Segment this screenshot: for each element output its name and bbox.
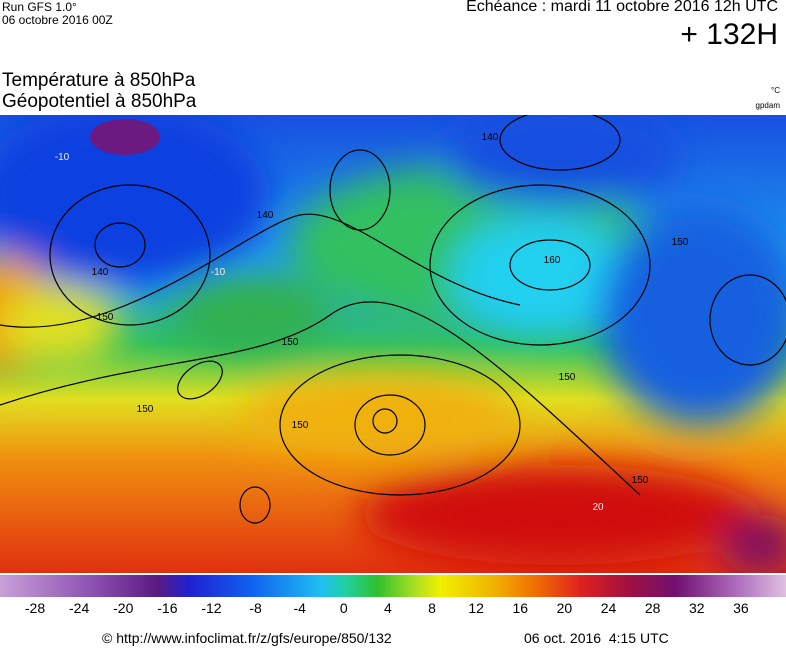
contour-label: 20 xyxy=(592,502,604,513)
echeance: Echéance : mardi 11 octobre 2016 12h UTC xyxy=(466,0,778,15)
title-temp: Température à 850hPa xyxy=(2,70,196,91)
contour-label: 140 xyxy=(92,267,109,278)
contour-label: -10 xyxy=(211,267,226,278)
contour-label: 140 xyxy=(482,132,499,143)
scale-tick-label: -4 xyxy=(293,600,306,616)
contour-label: 140 xyxy=(257,210,274,221)
scale-tick-label: 8 xyxy=(428,600,436,616)
contour-label: 160 xyxy=(544,255,561,266)
scale-tick-label: 12 xyxy=(468,600,484,616)
scale-tick-label: 20 xyxy=(556,600,573,616)
lead-time: + 132H xyxy=(680,18,778,51)
map: -10 -10 140 140 140 150 150 150 150 150 160 150 150 2… xyxy=(0,115,786,573)
unit-temp: °C xyxy=(771,86,780,95)
contour-label: 150 xyxy=(97,312,114,323)
color-scale xyxy=(0,575,786,597)
scale-tick-label: 16 xyxy=(512,600,529,616)
scale-tick-label: 4 xyxy=(384,600,392,616)
scale-tick-label: -28 xyxy=(24,600,46,616)
scale-tick-label: 36 xyxy=(733,600,749,616)
footer-date: 06 oct. 2016 4:15 UTC xyxy=(524,630,669,646)
contour-label: 150 xyxy=(559,372,576,383)
scale-tick-label: -12 xyxy=(201,600,222,616)
contour-label: 150 xyxy=(137,404,154,415)
contour-label: 150 xyxy=(282,337,299,348)
scale-tick-label: 24 xyxy=(600,600,617,616)
scale-tick-label: -24 xyxy=(68,600,90,616)
scale-tick-label: -8 xyxy=(249,600,262,616)
scale-tick-label: 0 xyxy=(339,600,348,616)
source: © http://www.infoclimat.fr/z/gfs/europe/… xyxy=(102,630,392,646)
contour-label: 150 xyxy=(632,475,649,486)
contour-label: -10 xyxy=(55,152,70,163)
contour-label: 150 xyxy=(292,420,309,431)
scale-tick-label: -16 xyxy=(157,600,178,616)
run-label: Run GFS 1.0° xyxy=(2,0,77,14)
title-geo: Géopotentiel à 850hPa xyxy=(2,91,197,112)
scale-tick-label: -20 xyxy=(113,600,134,616)
unit-geo: gpdam xyxy=(755,101,780,110)
run-date: 06 octobre 2016 00Z xyxy=(2,13,113,27)
scale-tick-label: 32 xyxy=(689,600,705,616)
scale-tick-label: 28 xyxy=(644,600,661,616)
contour-label: 150 xyxy=(672,237,689,248)
